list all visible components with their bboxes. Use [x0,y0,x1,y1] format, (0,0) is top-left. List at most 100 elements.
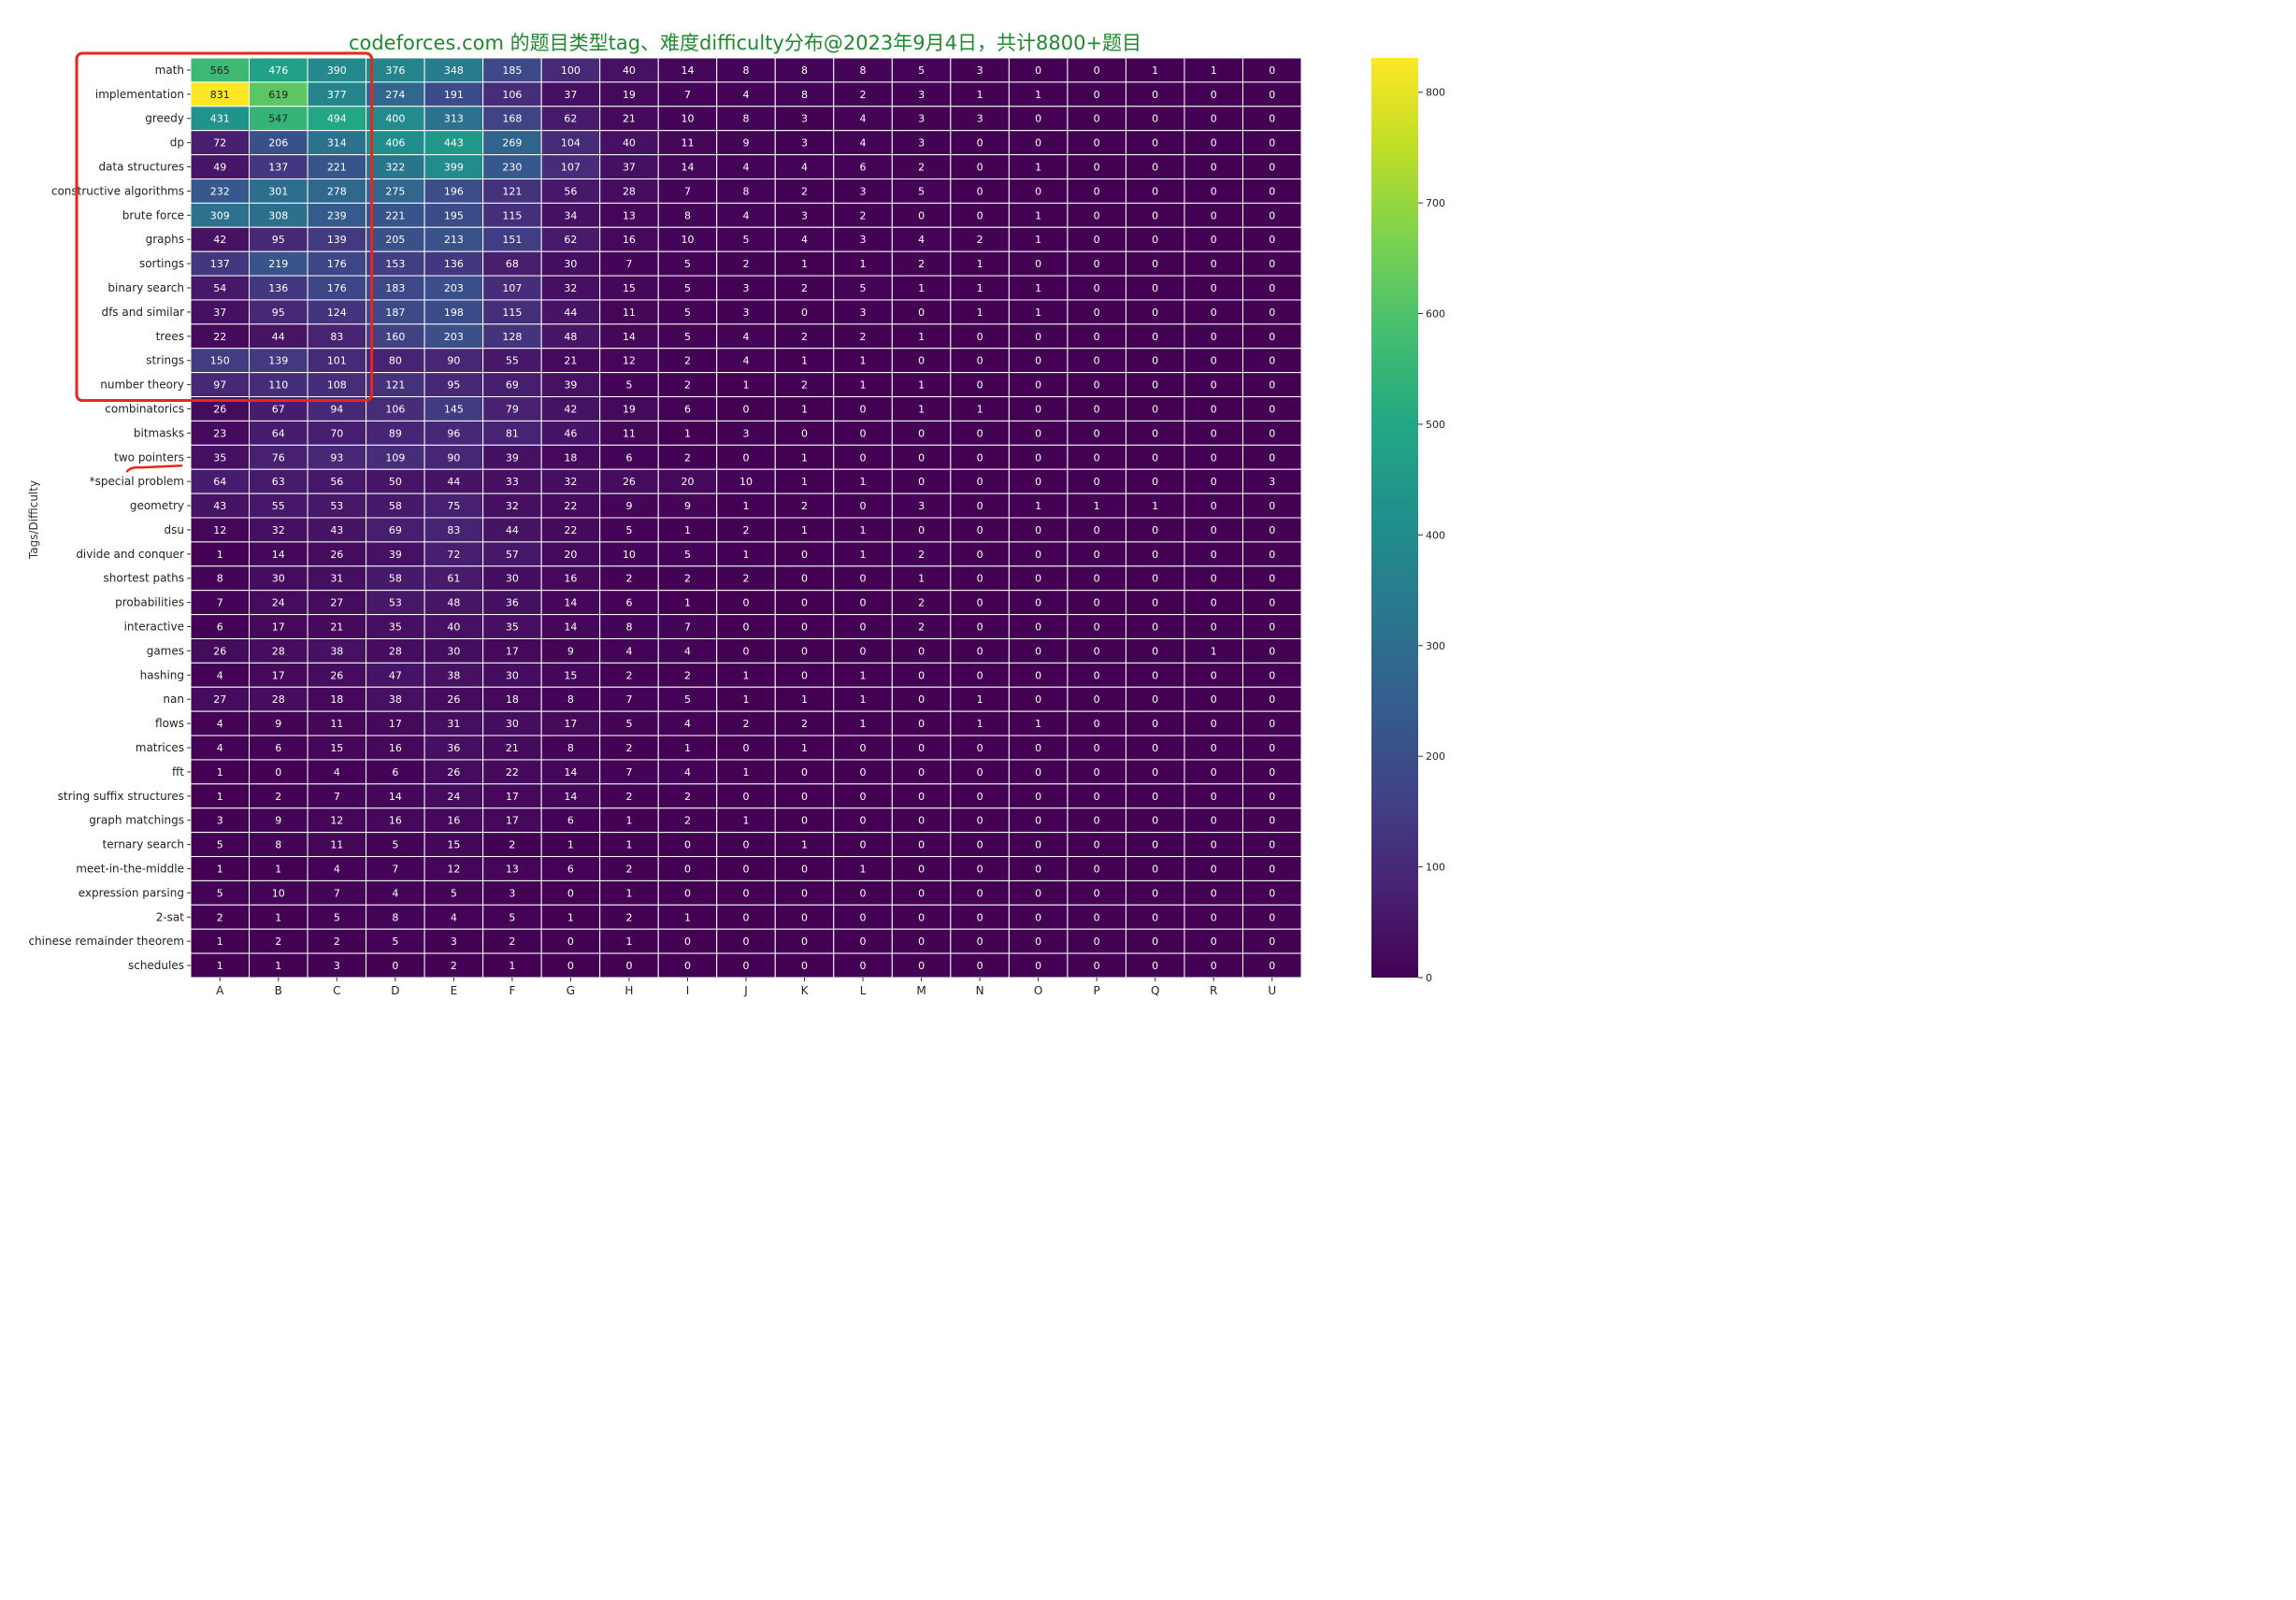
cell-value-label: 6 [275,742,281,754]
cell-value-label: 183 [385,282,405,294]
cell-value-label: 0 [1152,597,1158,609]
cell-value-label: 2 [625,742,632,754]
heatmap-cell [891,541,952,567]
cell-value-label: 153 [385,258,405,270]
heatmap-cell [540,130,601,156]
cell-value-label: 0 [1094,137,1100,150]
cell-value-label: 0 [977,960,983,972]
cell-value-label: 0 [801,960,808,972]
cell-value-label: 136 [444,258,464,270]
heatmap-cell [190,662,251,688]
heatmap-cell [1184,904,1243,930]
cell-value-label: 0 [1211,791,1217,803]
colorbar-tick-label: 0 [1426,972,1432,984]
cell-value-label: 0 [1094,573,1100,585]
cell-value-label: 8 [275,839,281,851]
colorbar-tick-label: 400 [1426,529,1445,541]
heatmap-cell [833,130,893,156]
heatmap-cell [1008,783,1069,809]
cell-value-label: 239 [327,209,347,221]
cell-value-label: 39 [389,549,402,561]
cell-value-label: 0 [1152,379,1158,392]
heatmap-cell [950,226,1010,252]
cell-value-label: 1 [275,911,281,923]
cell-value-label: 309 [210,209,230,221]
cell-value-label: 1 [860,524,867,536]
row-label: geometry [130,499,184,512]
cell-value-label: 7 [684,89,691,101]
cell-value-label: 0 [743,403,750,415]
cell-value-label: 58 [389,500,402,512]
cell-value-label: 1 [1035,234,1041,246]
column-label: L [860,984,867,997]
cell-value-label: 97 [213,379,226,392]
cell-value-label: 61 [447,573,460,585]
cell-value-label: 81 [506,427,519,439]
cell-value-label: 5 [625,718,632,730]
cell-value-label: 0 [801,911,808,923]
cell-value-label: 0 [684,839,691,851]
heatmap-cell [716,565,776,592]
heatmap-cell [1008,178,1069,204]
cell-value-label: 443 [444,137,464,150]
heatmap-cell [540,517,601,543]
cell-value-label: 0 [1269,258,1275,270]
cell-value-label: 7 [684,621,691,634]
cell-value-label: 0 [1152,185,1158,197]
cell-value-label: 831 [210,89,230,101]
heatmap-cell [1241,323,1302,350]
cell-value-label: 0 [1152,89,1158,101]
heatmap-cell [1184,662,1243,688]
heatmap-cell [1184,57,1243,83]
heatmap-cell [540,662,601,688]
cell-value-label: 0 [1152,162,1158,174]
cell-value-label: 0 [1152,693,1158,706]
cell-value-label: 2 [451,960,457,972]
colorbar-tick-label: 200 [1426,750,1445,763]
cell-value-label: 44 [564,307,577,319]
cell-value-label: 26 [330,669,343,681]
heatmap-cell [774,130,835,156]
cell-value-label: 5 [743,234,750,246]
cell-value-label: 37 [564,89,577,101]
cell-value-label: 5 [684,693,691,706]
cell-value-label: 0 [1094,162,1100,174]
cell-value-label: 275 [385,185,405,197]
heatmap-cell [249,856,309,881]
heatmap-cell [1125,832,1185,858]
cell-value-label: 0 [1269,839,1275,851]
colorbar: 0 100 200 300 400 500 600 700 800 [1371,58,1445,984]
cell-value-label: 10 [739,476,753,488]
cell-value-label: 203 [444,282,464,294]
cell-value-label: 5 [392,839,398,851]
cell-value-label: 0 [1094,645,1100,657]
heatmap-cell [1184,226,1243,252]
heatmap-cell [1125,735,1185,761]
column-label: B [275,984,282,997]
cell-value-label: 0 [801,573,808,585]
cell-value-label: 22 [564,500,577,512]
cell-value-label: 0 [1211,209,1217,221]
heatmap-cell [307,178,367,204]
heatmap-cell [540,299,601,325]
heatmap-cell [950,637,1010,664]
heatmap-cell [1125,662,1185,688]
heatmap-cell [716,444,776,470]
colorbar-tick-label: 100 [1426,862,1445,874]
cell-value-label: 5 [625,524,632,536]
heatmap-cell [1125,517,1185,543]
heatmap-cell [366,879,425,906]
cell-value-label: 5 [451,887,457,899]
cell-value-label: 0 [977,863,983,875]
heatmap-cell [716,493,776,519]
cell-value-label: 0 [1035,549,1041,561]
cell-value-label: 6 [684,403,691,415]
heatmap-cell [249,735,309,761]
column-label: O [1034,984,1042,997]
heatmap-cell [1184,202,1243,228]
heatmap-cell [1184,323,1243,350]
heatmap-cell [891,106,952,132]
cell-value-label: 4 [801,162,808,174]
heatmap-cell [716,250,776,277]
cell-value-label: 0 [1035,669,1041,681]
